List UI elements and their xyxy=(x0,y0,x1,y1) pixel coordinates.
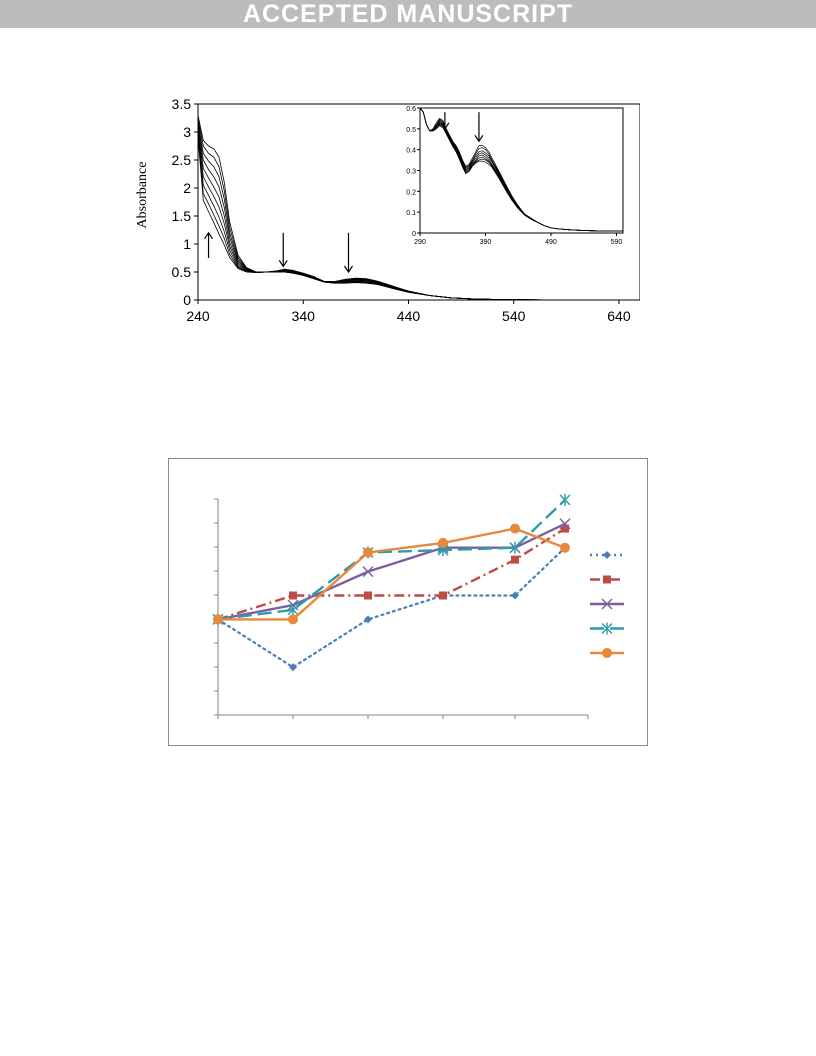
inset-spectrum-line-8 xyxy=(419,107,623,232)
series-2-point xyxy=(364,591,372,600)
series-5-point xyxy=(288,614,298,625)
series-5-point xyxy=(438,537,448,548)
x-tick-label: 440 xyxy=(397,308,421,324)
down-arrow-head xyxy=(278,260,288,268)
series-4-point xyxy=(287,603,299,616)
x-tick-label: 540 xyxy=(502,308,526,324)
series-1-point xyxy=(511,591,519,600)
x-tick-label: 340 xyxy=(292,308,316,324)
inset-series xyxy=(419,107,623,232)
series-4-point xyxy=(559,493,571,506)
inset-plot-border xyxy=(419,107,624,234)
down-arrow-head xyxy=(343,265,353,274)
series-5-point xyxy=(560,542,570,553)
line-chart xyxy=(212,493,624,719)
y-tick-label: 1.5 xyxy=(172,208,192,224)
series-line-1 xyxy=(216,546,567,669)
inset-y-tick-label: 0.2 xyxy=(406,189,416,196)
legend-marker-1 xyxy=(603,551,611,559)
legend-marker-2 xyxy=(603,575,611,584)
line-chart-series xyxy=(212,493,571,672)
inset-x-tick-label: 390 xyxy=(480,239,492,246)
y-tick-label: 1 xyxy=(183,236,191,252)
inset-x-tick-label: 290 xyxy=(414,239,426,246)
y-tick-label: 2.5 xyxy=(172,152,192,168)
x-tick-label: 240 xyxy=(186,308,210,324)
series-1-point xyxy=(364,615,372,624)
inset-y-tick-label: 0.3 xyxy=(406,169,416,176)
series-3-point xyxy=(559,518,571,530)
series-5-point xyxy=(213,614,223,625)
inset-x-tick-label: 490 xyxy=(545,239,557,246)
series-line-2 xyxy=(217,527,566,621)
legend-marker-4 xyxy=(601,622,613,635)
series-2-point xyxy=(561,524,569,533)
inset-chart: 0 0.1 0.2 0.3 0.4 0.5 0.6 290 390 490 590 xyxy=(406,106,624,246)
series-5-point xyxy=(510,523,520,534)
line-chart-axes xyxy=(214,498,589,719)
y-tick-label: 3 xyxy=(183,124,191,140)
line-chart-legend xyxy=(590,551,624,658)
absorbance-chart-series xyxy=(197,115,640,301)
line-chart-frame xyxy=(168,458,648,746)
y-tick-label: 2 xyxy=(183,180,191,196)
y-tick-label: 0 xyxy=(183,292,191,308)
series-1-point xyxy=(289,663,297,672)
inset-y-tick-label: 0.6 xyxy=(406,106,416,113)
legend-marker-3 xyxy=(601,598,613,610)
series-5-point xyxy=(363,547,373,558)
series-2-point xyxy=(289,591,297,600)
series-line-3 xyxy=(217,522,566,621)
inset-y-tick-label: 0.4 xyxy=(406,148,416,155)
series-2-point xyxy=(439,591,447,600)
inset-arrows xyxy=(440,112,484,143)
y-axis-label: Absorbance xyxy=(135,162,150,229)
series-2-point xyxy=(511,555,519,564)
series-3-point-stroke xyxy=(559,518,571,530)
series-3-point xyxy=(362,566,374,578)
accepted-manuscript-banner: ACCEPTED MANUSCRIPT xyxy=(0,0,816,28)
inset-down-arrow-head xyxy=(474,135,484,143)
inset-axes: 0 0.1 0.2 0.3 0.4 0.5 0.6 290 390 490 590 xyxy=(406,106,624,246)
legend-marker-5 xyxy=(602,648,612,658)
inset-x-tick-label: 590 xyxy=(611,239,623,246)
inset-y-tick-label: 0.1 xyxy=(406,210,416,217)
plot-area-border xyxy=(197,103,640,301)
y-tick-label: 0.5 xyxy=(172,264,192,280)
x-tick-label: 640 xyxy=(607,308,631,324)
legend-marker-3-stroke xyxy=(601,598,613,610)
series-line-4 xyxy=(217,499,566,621)
series-4-point xyxy=(509,541,521,554)
absorbance-chart-arrows xyxy=(204,231,353,274)
spectrum-line-9 xyxy=(197,137,640,301)
inset-y-tick-label: 0.5 xyxy=(406,127,416,134)
up-arrow-head xyxy=(204,231,214,240)
series-line-5 xyxy=(218,527,566,621)
y-tick-label: 3.5 xyxy=(172,96,192,112)
inset-down-arrow-head xyxy=(440,122,450,130)
absorbance-chart-axes: 0 0.5 1 1.5 2 2.5 3 3.5 240 340 440 540 640 xyxy=(172,96,640,324)
series-3-point-stroke xyxy=(362,566,374,578)
inset-y-tick-label: 0 xyxy=(412,231,416,238)
absorbance-chart: 0 0.5 1 1.5 2 2.5 3 3.5 240 340 440 540 640 Absorban… xyxy=(135,96,640,324)
